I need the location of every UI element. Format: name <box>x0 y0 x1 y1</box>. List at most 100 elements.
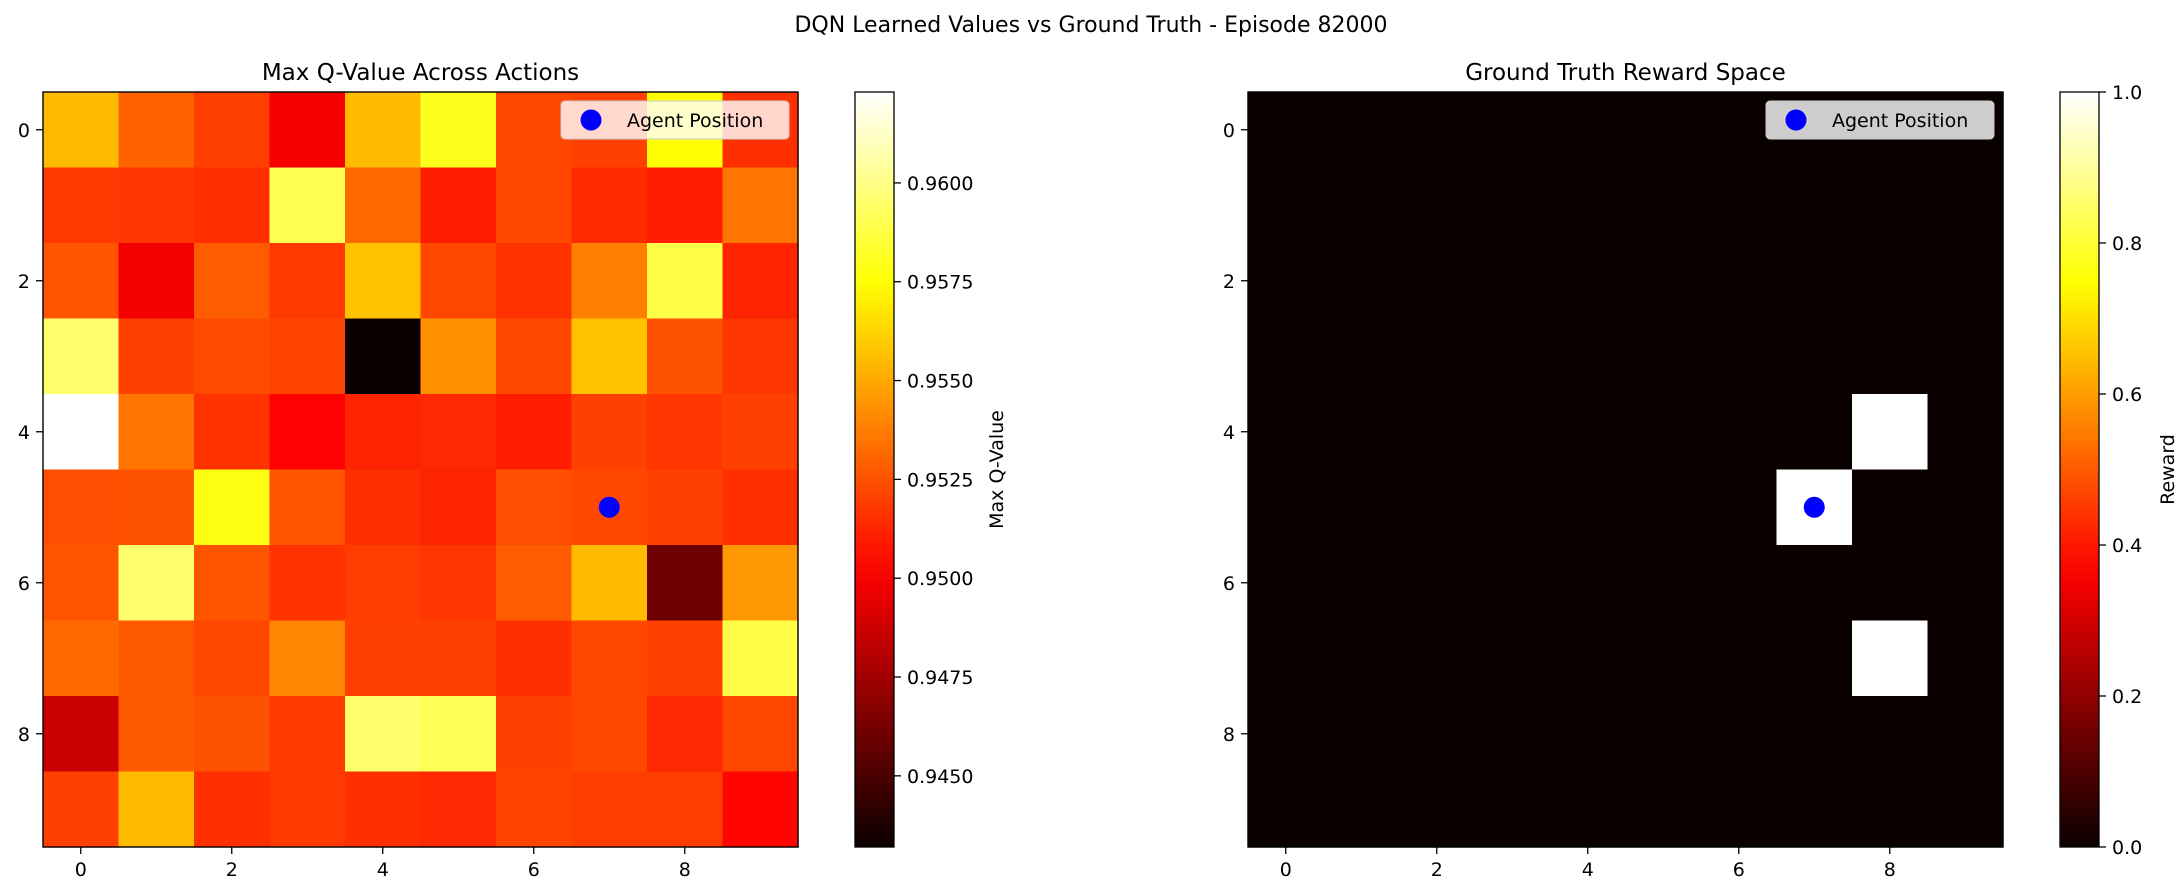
heatmap-cell <box>1323 243 1400 320</box>
heatmap-cell <box>43 545 120 622</box>
heatmap-cell <box>722 771 799 848</box>
heatmap-cell <box>1776 243 1853 320</box>
heatmap-cell <box>1625 771 1702 848</box>
heatmap-cell <box>1248 620 1325 697</box>
heatmap-cell <box>496 771 573 848</box>
heatmap-cell <box>1550 696 1627 773</box>
heatmap-cell <box>118 243 195 320</box>
heatmap-cell <box>1625 696 1702 773</box>
heatmap-cell <box>1474 167 1551 244</box>
heatmap-cell <box>1927 469 2004 546</box>
heatmap-cell <box>1852 394 1929 471</box>
heatmap-cell <box>1474 696 1551 773</box>
heatmap-cell <box>345 469 422 546</box>
heatmap-cell <box>1776 394 1853 471</box>
heatmap-cell <box>1927 243 2004 320</box>
colorbar-tick-label: 0.9475 <box>907 667 973 689</box>
heatmap-cell <box>571 620 648 697</box>
heatmap-cell <box>1550 469 1627 546</box>
colorbar-tick-label: 0.9525 <box>907 469 973 491</box>
y-tick-label: 0 <box>18 120 30 142</box>
heatmap-cell <box>722 243 799 320</box>
heatmap-cell <box>1852 243 1929 320</box>
axes-frame <box>42 91 799 848</box>
x-tick-label: 4 <box>1582 859 1594 881</box>
heatmap-cell <box>43 167 120 244</box>
heatmap-cell <box>1927 394 2004 471</box>
heatmap-cell <box>1927 545 2004 622</box>
heatmap-cell <box>1550 243 1627 320</box>
heatmap-cell <box>571 243 648 320</box>
heatmap-cell <box>43 620 120 697</box>
heatmap-cell <box>1701 394 1778 471</box>
heatmap-cell <box>571 545 648 622</box>
heatmap-cell <box>1474 92 1551 169</box>
heatmap-cell <box>722 394 799 471</box>
heatmap-cell <box>1625 469 1702 546</box>
heatmap-cell <box>722 620 799 697</box>
heatmap-cell <box>269 620 346 697</box>
figure-suptitle: DQN Learned Values vs Ground Truth - Epi… <box>794 13 1387 38</box>
heatmap-cell <box>647 469 724 546</box>
heatmap-cell <box>1701 318 1778 395</box>
heatmap-cell <box>1776 696 1853 773</box>
x-tick-label: 6 <box>1733 859 1745 881</box>
heatmap-cell <box>1474 394 1551 471</box>
heatmap-cell <box>1852 469 1929 546</box>
colorbar-tick-label: 1.0 <box>2112 82 2142 104</box>
heatmap-cell <box>1701 545 1778 622</box>
heatmap-cell <box>1248 771 1325 848</box>
heatmap-cell <box>1550 620 1627 697</box>
y-tick-label: 8 <box>1223 724 1235 746</box>
heatmap-cell <box>43 318 120 395</box>
x-tick-label: 0 <box>75 859 87 881</box>
agent-position-marker <box>1803 496 1825 518</box>
heatmap-cell <box>1927 771 2004 848</box>
heatmap-cell <box>420 92 497 169</box>
colorbar-tick-label: 0.9450 <box>907 766 973 788</box>
heatmap-cell <box>1323 620 1400 697</box>
heatmap-cell <box>722 696 799 773</box>
heatmap-cell <box>496 243 573 320</box>
legend-box <box>1765 100 1995 140</box>
heatmap-cell <box>269 696 346 773</box>
heatmap-cell <box>1399 318 1476 395</box>
colorbar <box>854 91 895 848</box>
heatmap-cell <box>345 243 422 320</box>
heatmap-cell <box>496 318 573 395</box>
colorbar-label: Reward <box>2157 434 2179 505</box>
heatmap-cell <box>1474 771 1551 848</box>
heatmap-cell <box>1399 771 1476 848</box>
heatmap-cell <box>1474 545 1551 622</box>
heatmap-cell <box>43 696 120 773</box>
heatmap-cell <box>1776 771 1853 848</box>
heatmap-cell <box>118 469 195 546</box>
y-tick-label: 6 <box>18 573 30 595</box>
heatmap-cell <box>194 167 271 244</box>
heatmap-cell <box>345 771 422 848</box>
heatmap-cell <box>1323 545 1400 622</box>
heatmap-cell <box>194 318 271 395</box>
heatmap-cell <box>1625 620 1702 697</box>
heatmap-cell <box>194 469 271 546</box>
heatmap-cell <box>647 243 724 320</box>
legend-box <box>560 100 790 140</box>
heatmap-cell <box>1399 92 1476 169</box>
heatmap-cell <box>496 167 573 244</box>
heatmap-cell <box>571 167 648 244</box>
heatmap-cell <box>420 771 497 848</box>
legend-marker <box>580 109 602 131</box>
colorbar <box>2059 91 2100 848</box>
heatmap-cell <box>345 696 422 773</box>
reward-panel: Ground Truth Reward Space 0 2 4 6 8 0 2 4 6 8 Agent… <box>1223 60 2179 881</box>
heatmap-cell <box>1323 318 1400 395</box>
heatmap-cell <box>43 92 120 169</box>
heatmap-cell <box>1550 545 1627 622</box>
colorbar-tick-label: 0.9550 <box>907 371 973 393</box>
heatmap-cell <box>1248 167 1325 244</box>
heatmap-cell <box>269 771 346 848</box>
heatmap-cell <box>194 545 271 622</box>
heatmap-cell <box>1248 92 1325 169</box>
heatmap-cell <box>1776 318 1853 395</box>
colorbar-tick-label: 0.9600 <box>907 173 973 195</box>
